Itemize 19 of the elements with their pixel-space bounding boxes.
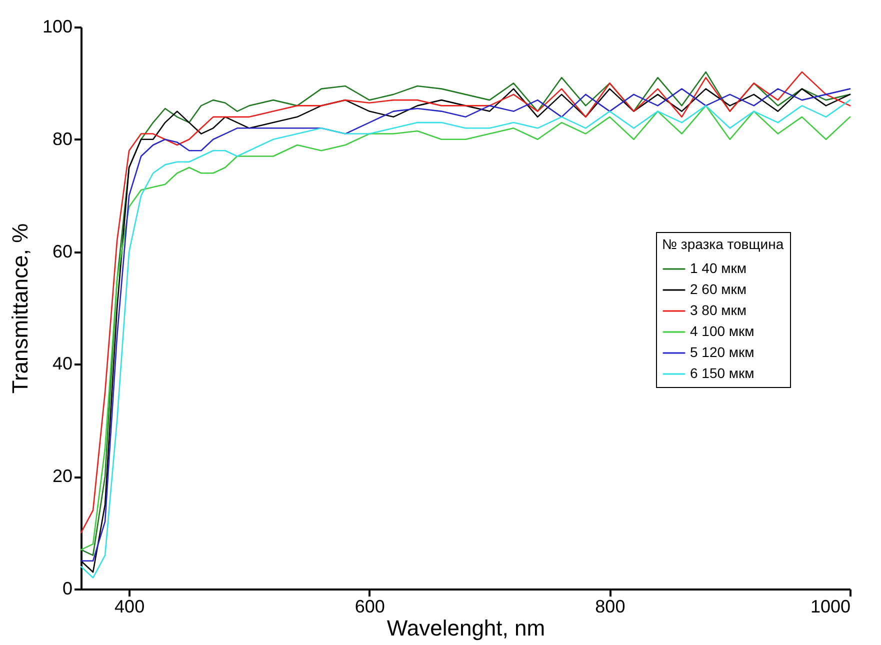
legend-title: № зразка товщина <box>662 236 784 252</box>
legend-label: 4 100 мкм <box>690 323 754 339</box>
y-tick-label: 60 <box>52 241 72 262</box>
legend-label: 6 150 мкм <box>690 365 754 381</box>
x-tick-label: 400 <box>114 596 145 616</box>
y-tick-label: 20 <box>52 466 72 486</box>
legend-label: 1 40 мкм <box>690 260 747 276</box>
y-tick-label: 0 <box>62 578 72 598</box>
x-tick-label: 800 <box>595 596 626 616</box>
legend-label: 5 120 мкм <box>690 344 754 360</box>
y-tick-label: 100 <box>42 16 72 36</box>
legend-label: 3 80 мкм <box>690 302 747 318</box>
x-axis-title: Wavelenght, nm <box>386 616 546 640</box>
y-tick-label: 40 <box>52 354 72 374</box>
y-axis-title: Transmittance, % <box>7 223 32 394</box>
legend-label: 2 60 мкм <box>690 281 747 297</box>
x-tick-label: 1000 <box>810 596 850 616</box>
x-tick-label: 600 <box>354 596 385 616</box>
y-tick-label: 80 <box>52 128 72 149</box>
